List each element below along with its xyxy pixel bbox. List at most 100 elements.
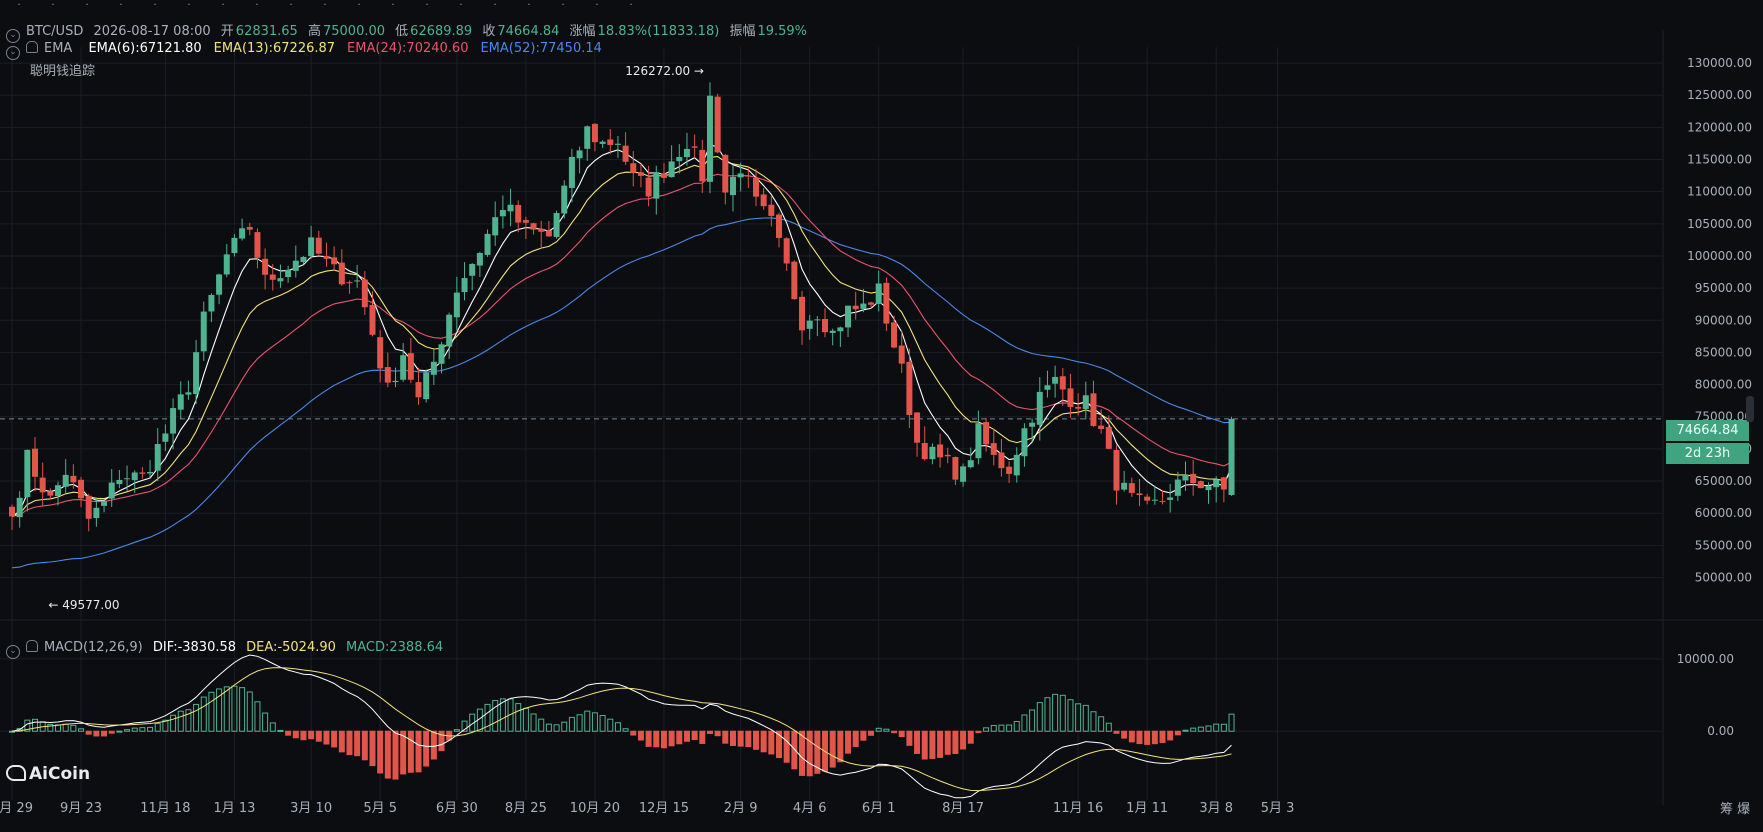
- candle-body[interactable]: [868, 302, 875, 305]
- candle-body[interactable]: [967, 460, 974, 468]
- gann-icon[interactable]: ·: [357, 0, 361, 11]
- candle-body[interactable]: [423, 372, 430, 400]
- candle-body[interactable]: [446, 314, 453, 347]
- horizontal-line-icon[interactable]: ·: [51, 0, 55, 11]
- collapse-icon[interactable]: ⌄: [6, 29, 20, 43]
- candle-body[interactable]: [262, 258, 269, 275]
- candle-body[interactable]: [1036, 391, 1043, 425]
- candle-body[interactable]: [430, 361, 437, 375]
- line-tool-icon[interactable]: ·: [17, 0, 21, 11]
- brush-icon[interactable]: ·: [221, 0, 225, 11]
- candle-body[interactable]: [1159, 501, 1166, 503]
- candle-body[interactable]: [108, 482, 115, 499]
- candle-body[interactable]: [254, 232, 261, 258]
- candle-body[interactable]: [860, 303, 867, 309]
- candle-body[interactable]: [745, 175, 752, 177]
- rectangle-icon[interactable]: ·: [85, 0, 89, 11]
- candle-body[interactable]: [1052, 376, 1059, 384]
- candle-body[interactable]: [584, 126, 591, 149]
- candle-body[interactable]: [522, 220, 529, 223]
- candle-body[interactable]: [561, 185, 568, 214]
- candle-body[interactable]: [1090, 393, 1097, 426]
- candle-body[interactable]: [47, 491, 54, 496]
- candle-body[interactable]: [1075, 406, 1082, 409]
- candle-body[interactable]: [438, 344, 445, 364]
- candle-body[interactable]: [760, 194, 767, 207]
- candle-body[interactable]: [231, 237, 238, 254]
- candle-body[interactable]: [937, 444, 944, 458]
- candle-body[interactable]: [883, 282, 890, 324]
- candle-body[interactable]: [1136, 493, 1143, 496]
- candle-body[interactable]: [668, 161, 675, 178]
- candle-body[interactable]: [154, 444, 161, 471]
- candle-body[interactable]: [300, 256, 307, 263]
- candle-body[interactable]: [1029, 422, 1036, 427]
- redo-icon[interactable]: ·: [629, 0, 633, 11]
- candle-body[interactable]: [952, 457, 959, 480]
- candle-body[interactable]: [277, 278, 284, 282]
- candle-body[interactable]: [338, 262, 345, 285]
- candle-body[interactable]: [1013, 454, 1020, 476]
- candle-body[interactable]: [837, 327, 844, 332]
- candle-body[interactable]: [476, 252, 483, 266]
- candle-body[interactable]: [1182, 474, 1189, 481]
- candle-body[interactable]: [1213, 479, 1220, 488]
- candle-body[interactable]: [545, 230, 552, 237]
- candle-body[interactable]: [400, 355, 407, 380]
- candle-body[interactable]: [239, 228, 246, 239]
- candle-body[interactable]: [162, 433, 169, 442]
- candle-body[interactable]: [706, 95, 713, 182]
- candle-body[interactable]: [1006, 466, 1013, 474]
- candle-body[interactable]: [407, 353, 414, 380]
- candle-body[interactable]: [1197, 481, 1204, 489]
- collapse-icon[interactable]: ⌄: [6, 46, 20, 60]
- candle-body[interactable]: [960, 466, 967, 482]
- candle-body[interactable]: [70, 475, 77, 483]
- candle-body[interactable]: [768, 204, 775, 216]
- alert-bell-icon[interactable]: [26, 640, 38, 652]
- candle-body[interactable]: [591, 123, 598, 143]
- candle-body[interactable]: [752, 177, 759, 197]
- candle-body[interactable]: [515, 204, 522, 223]
- candle-body[interactable]: [737, 173, 744, 178]
- candle-body[interactable]: [1059, 376, 1066, 390]
- text-icon[interactable]: ·: [255, 0, 259, 11]
- candle-body[interactable]: [714, 96, 721, 153]
- candle-body[interactable]: [124, 478, 131, 480]
- candle-body[interactable]: [983, 422, 990, 445]
- candle-body[interactable]: [415, 382, 422, 398]
- smart-money-label[interactable]: 聪明钱追踪: [30, 64, 96, 79]
- candle-body[interactable]: [78, 479, 85, 499]
- candle-body[interactable]: [453, 292, 460, 318]
- candle-body[interactable]: [691, 146, 698, 148]
- candle-body[interactable]: [392, 380, 399, 383]
- candle-body[interactable]: [177, 394, 184, 410]
- vertical-line-icon[interactable]: ·: [119, 0, 123, 11]
- candle-body[interactable]: [361, 279, 368, 308]
- candle-body[interactable]: [384, 367, 391, 383]
- candle-body[interactable]: [1144, 496, 1151, 501]
- candle-body[interactable]: [185, 392, 192, 395]
- candle-body[interactable]: [285, 269, 292, 277]
- alert-bell-icon[interactable]: [26, 41, 38, 53]
- candle-body[interactable]: [1228, 418, 1235, 495]
- candle-body[interactable]: [783, 238, 790, 264]
- candle-body[interactable]: [147, 472, 154, 474]
- candle-body[interactable]: [929, 446, 936, 460]
- candle-body[interactable]: [637, 172, 644, 176]
- candle-body[interactable]: [9, 506, 15, 517]
- candle-body[interactable]: [32, 448, 39, 477]
- candle-body[interactable]: [660, 173, 667, 178]
- candle-body[interactable]: [346, 282, 353, 284]
- candle-body[interactable]: [699, 149, 706, 182]
- candle-body[interactable]: [875, 283, 882, 304]
- candle-body[interactable]: [331, 257, 338, 265]
- candle-body[interactable]: [722, 154, 729, 193]
- lock-icon[interactable]: ·: [493, 0, 497, 11]
- candle-body[interactable]: [538, 228, 545, 232]
- candle-body[interactable]: [898, 345, 905, 364]
- candle-body[interactable]: [921, 442, 928, 460]
- scale-handle[interactable]: [1746, 396, 1754, 422]
